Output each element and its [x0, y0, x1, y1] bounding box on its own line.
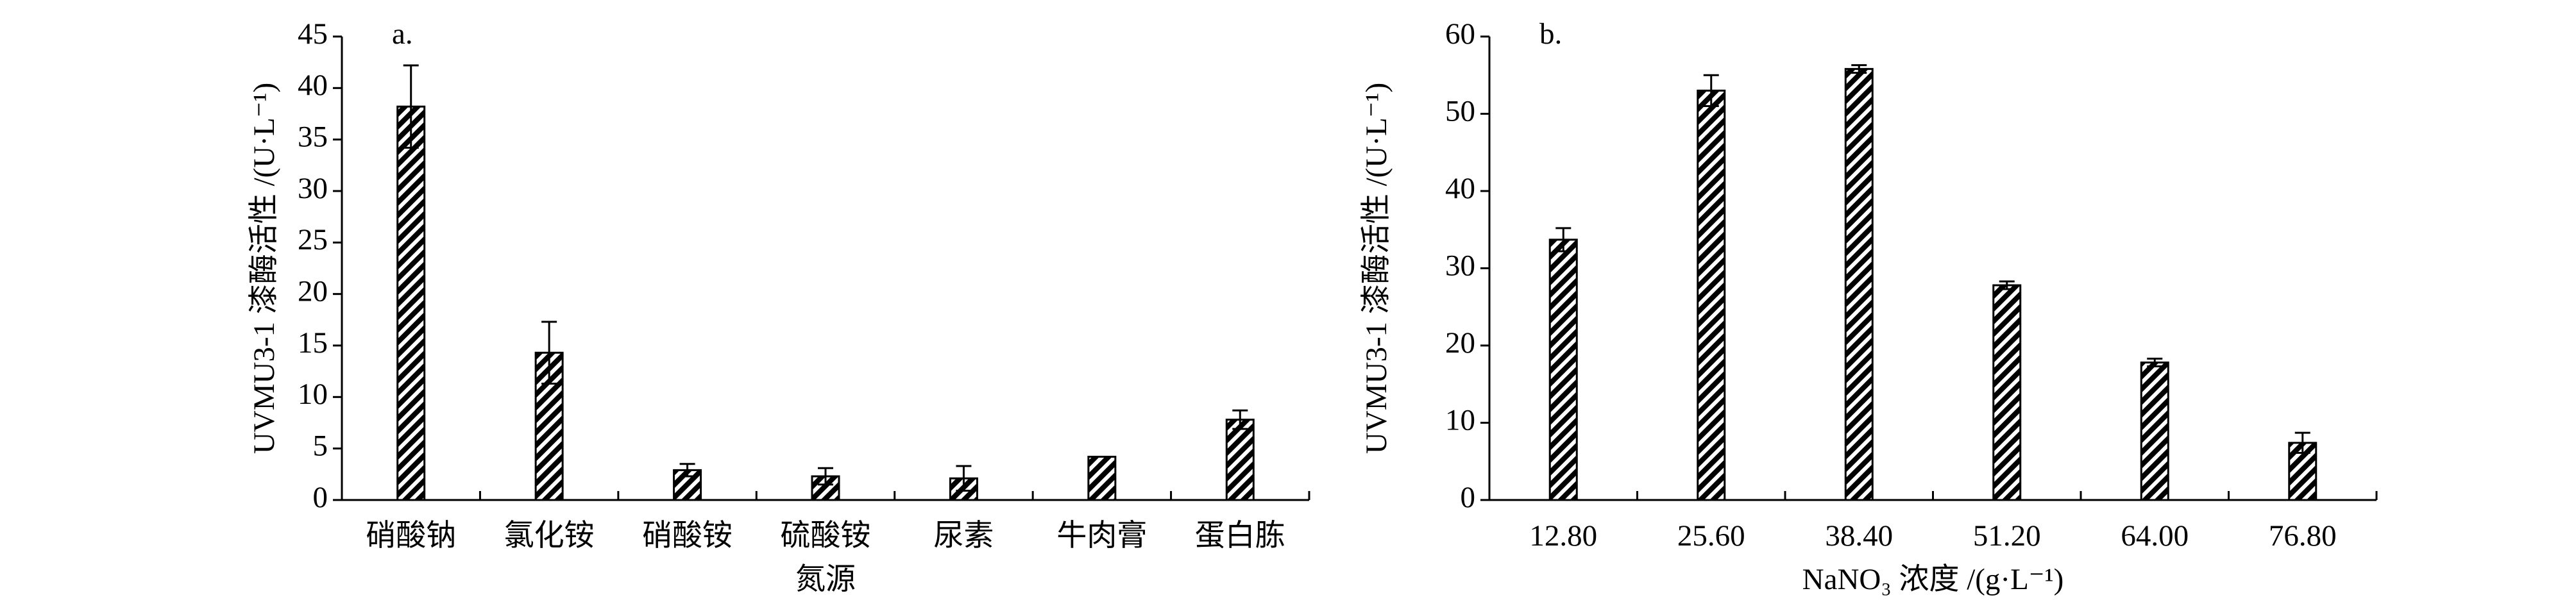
- x-tick-label: 硝酸铵: [642, 519, 733, 553]
- bar: [1992, 284, 2022, 501]
- y-tick-label: 40: [298, 69, 328, 102]
- y-tick-label: 20: [1445, 326, 1475, 360]
- panel-label: b.: [1539, 17, 1562, 51]
- y-tick-label: 20: [298, 274, 328, 308]
- x-tick-label: 蛋白胨: [1195, 519, 1285, 553]
- bar: [396, 105, 426, 501]
- x-tick-label: 12.80: [1529, 519, 1597, 553]
- bar: [1087, 456, 1117, 501]
- y-tick-label: 0: [1461, 481, 1476, 514]
- x-tick-label: 25.60: [1677, 519, 1745, 553]
- x-tick-label: 76.80: [2269, 519, 2337, 553]
- error-bar: [2147, 357, 2163, 368]
- y-tick-label: 35: [298, 120, 328, 153]
- x-axis-label: 氮源: [795, 563, 856, 596]
- bar: [1697, 89, 1726, 501]
- bar: [1225, 419, 1255, 501]
- y-tick-label: 60: [1445, 17, 1475, 51]
- y-tick-label: 30: [298, 172, 328, 205]
- error-bar: [679, 463, 695, 478]
- bar: [1548, 238, 1578, 501]
- bar: [2140, 362, 2169, 501]
- error-bar: [2294, 431, 2310, 454]
- y-tick-label: 40: [1445, 172, 1475, 205]
- x-tick-label: 51.20: [1973, 519, 2041, 553]
- y-tick-label: 50: [1445, 94, 1475, 128]
- y-tick-label: 25: [298, 223, 328, 256]
- error-bar: [818, 467, 833, 486]
- y-tick-label: 30: [1445, 249, 1475, 282]
- x-tick-label: 38.40: [1825, 519, 1893, 553]
- y-tick-label: 10: [298, 378, 328, 411]
- y-axis-label: UVMU3-1 漆酶活性 /(U·L⁻¹): [248, 83, 281, 454]
- error-bar: [1555, 227, 1572, 253]
- x-tick-label: 64.00: [2121, 519, 2189, 553]
- x-tick-label: 硝酸钠: [366, 519, 456, 553]
- error-bar: [1703, 74, 1719, 107]
- error-bar: [1999, 280, 2015, 290]
- x-tick-label: 牛肉膏: [1056, 519, 1147, 553]
- x-axis-label: NaNO₃ 浓度 /(g·L⁻¹): [1802, 563, 2064, 596]
- y-axis-label: UVMU3-1 漆酶活性 /(U·L⁻¹): [1360, 83, 1393, 454]
- error-bar: [1851, 64, 1867, 74]
- bar: [1844, 68, 1874, 501]
- y-tick-label: 10: [1445, 403, 1475, 437]
- x-tick-label: 硫酸铵: [781, 519, 871, 553]
- error-bar: [956, 465, 972, 492]
- y-tick-label: 45: [298, 17, 328, 51]
- panel-label: a.: [392, 17, 413, 51]
- y-tick-label: 15: [298, 326, 328, 360]
- y-tick-label: 5: [313, 429, 328, 462]
- x-tick-label: 氯化铵: [504, 519, 595, 553]
- x-tick-label: 尿素: [933, 519, 994, 553]
- error-bar: [403, 64, 419, 149]
- error-bar: [1232, 409, 1248, 430]
- y-tick-label: 0: [313, 481, 328, 514]
- error-bar: [541, 321, 557, 385]
